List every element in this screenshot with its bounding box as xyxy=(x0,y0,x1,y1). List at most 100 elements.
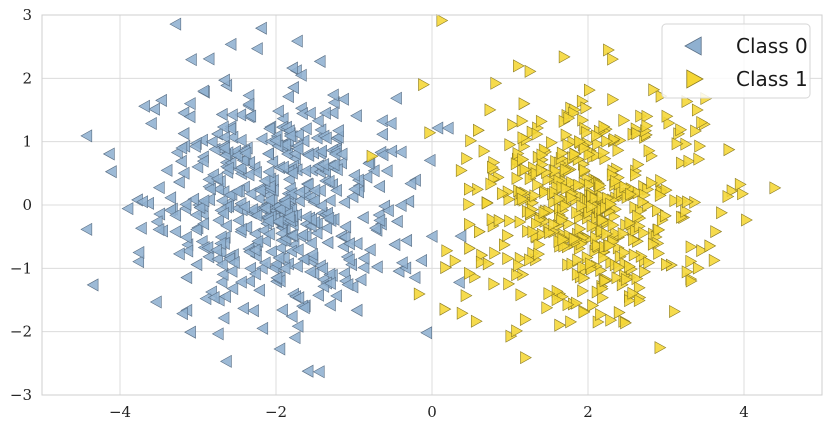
scatter-point-class-0 xyxy=(215,194,228,208)
scatter-point-class-0 xyxy=(218,73,230,87)
scatter-point-class-0 xyxy=(238,200,250,214)
scatter-point-class-0 xyxy=(323,267,336,281)
scatter-point-class-0 xyxy=(190,258,203,272)
scatter-point-class-0 xyxy=(242,168,255,182)
scatter-point-class-1 xyxy=(641,109,654,123)
scatter-point-class-1 xyxy=(716,206,728,220)
scatter-point-class-1 xyxy=(627,286,640,300)
scatter-point-class-0 xyxy=(338,195,351,209)
scatter-point-class-0 xyxy=(230,149,243,163)
scatter-point-class-1 xyxy=(605,313,618,327)
scatter-point-class-1 xyxy=(624,216,637,230)
scatter-point-class-1 xyxy=(486,213,499,227)
scatter-point-class-1 xyxy=(613,260,626,274)
scatter-point-class-0 xyxy=(350,237,363,251)
scatter-point-class-0 xyxy=(291,259,303,273)
scatter-point-class-1 xyxy=(524,172,537,186)
scatter-point-class-1 xyxy=(493,214,506,228)
scatter-point-class-1 xyxy=(366,149,379,163)
scatter-point-class-1 xyxy=(464,241,476,255)
scatter-point-class-0 xyxy=(189,208,202,222)
scatter-point-class-0 xyxy=(308,194,320,208)
scatter-point-class-1 xyxy=(598,120,611,134)
scatter-point-class-0 xyxy=(184,325,196,339)
scatter-point-class-0 xyxy=(282,210,295,224)
scatter-point-class-1 xyxy=(533,238,546,252)
scatter-point-class-1 xyxy=(632,209,644,223)
scatter-point-class-0 xyxy=(324,298,336,312)
scatter-point-class-0 xyxy=(132,255,145,269)
scatter-point-class-1 xyxy=(560,128,573,142)
scatter-point-class-1 xyxy=(601,134,614,148)
scatter-point-class-0 xyxy=(215,258,228,272)
scatter-point-class-0 xyxy=(256,321,269,335)
scatter-point-class-1 xyxy=(613,306,626,320)
scatter-point-class-1 xyxy=(661,257,673,271)
scatter-point-class-0 xyxy=(423,153,436,167)
scatter-point-class-1 xyxy=(654,188,667,202)
scatter-point-class-0 xyxy=(373,213,386,227)
scatter-point-class-1 xyxy=(574,135,586,149)
scatter-point-class-0 xyxy=(263,227,275,241)
legend-label-class-1: Class 1 xyxy=(736,67,808,91)
scatter-point-class-1 xyxy=(517,131,530,145)
scatter-point-class-1 xyxy=(586,200,599,214)
scatter-point-class-0 xyxy=(255,21,267,35)
scatter-point-class-1 xyxy=(604,239,617,253)
scatter-point-class-0 xyxy=(196,133,208,147)
scatter-point-class-1 xyxy=(587,298,600,312)
scatter-point-class-1 xyxy=(524,64,537,78)
scatter-point-class-1 xyxy=(584,83,596,97)
scatter-point-class-1 xyxy=(511,268,524,282)
scatter-point-class-0 xyxy=(319,106,331,120)
scatter-point-class-1 xyxy=(461,151,474,166)
scatter-point-class-1 xyxy=(685,254,698,268)
y-tick-label: −1 xyxy=(10,259,32,277)
scatter-point-class-0 xyxy=(370,260,383,274)
scatter-point-class-1 xyxy=(692,261,705,275)
scatter-point-class-1 xyxy=(578,305,591,319)
scatter-point-class-1 xyxy=(554,318,567,332)
scatter-point-class-1 xyxy=(531,127,544,141)
scatter-point-class-0 xyxy=(185,53,197,67)
scatter-point-class-0 xyxy=(322,174,335,188)
scatter-point-class-1 xyxy=(646,176,658,190)
scatter-point-class-0 xyxy=(193,201,206,215)
scatter-point-class-1 xyxy=(737,187,749,201)
scatter-point-class-0 xyxy=(293,185,305,199)
scatter-point-class-1 xyxy=(568,232,581,246)
scatter-point-class-1 xyxy=(513,258,525,272)
scatter-point-class-0 xyxy=(263,122,275,136)
scatter-point-class-0 xyxy=(335,147,348,161)
scatter-point-class-0 xyxy=(357,260,370,275)
scatter-point-class-0 xyxy=(363,243,376,257)
scatter-point-class-0 xyxy=(253,283,265,297)
scatter-point-class-0 xyxy=(169,225,182,239)
scatter-point-class-1 xyxy=(558,50,571,64)
scatter-point-class-1 xyxy=(465,134,478,148)
x-tick-label: −2 xyxy=(265,403,287,421)
scatter-point-class-0 xyxy=(212,182,225,196)
scatter-point-class-1 xyxy=(463,182,476,196)
scatter-point-class-0 xyxy=(391,214,403,228)
scatter-point-class-1 xyxy=(617,227,630,241)
scatter-point-class-1 xyxy=(574,222,587,236)
scatter-point-class-0 xyxy=(259,234,271,248)
scatter-point-class-0 xyxy=(400,233,413,247)
scatter-point-class-0 xyxy=(227,256,240,270)
scatter-point-class-1 xyxy=(440,261,453,275)
scatter-point-class-0 xyxy=(283,129,296,143)
scatter-point-class-0 xyxy=(380,164,393,178)
scatter-point-class-0 xyxy=(135,221,147,235)
scatter-point-class-1 xyxy=(680,204,693,218)
scatter-point-class-0 xyxy=(142,196,154,210)
scatter-point-class-1 xyxy=(643,144,656,158)
scatter-point-class-1 xyxy=(514,215,527,229)
scatter-point-class-1 xyxy=(463,197,476,211)
scatter-point-class-1 xyxy=(527,225,540,239)
scatter-point-class-0 xyxy=(376,114,388,128)
scatter-point-class-0 xyxy=(258,201,271,215)
scatter-point-class-0 xyxy=(243,274,255,288)
y-tick-label: −2 xyxy=(10,323,32,341)
scatter-point-class-0 xyxy=(382,204,394,218)
